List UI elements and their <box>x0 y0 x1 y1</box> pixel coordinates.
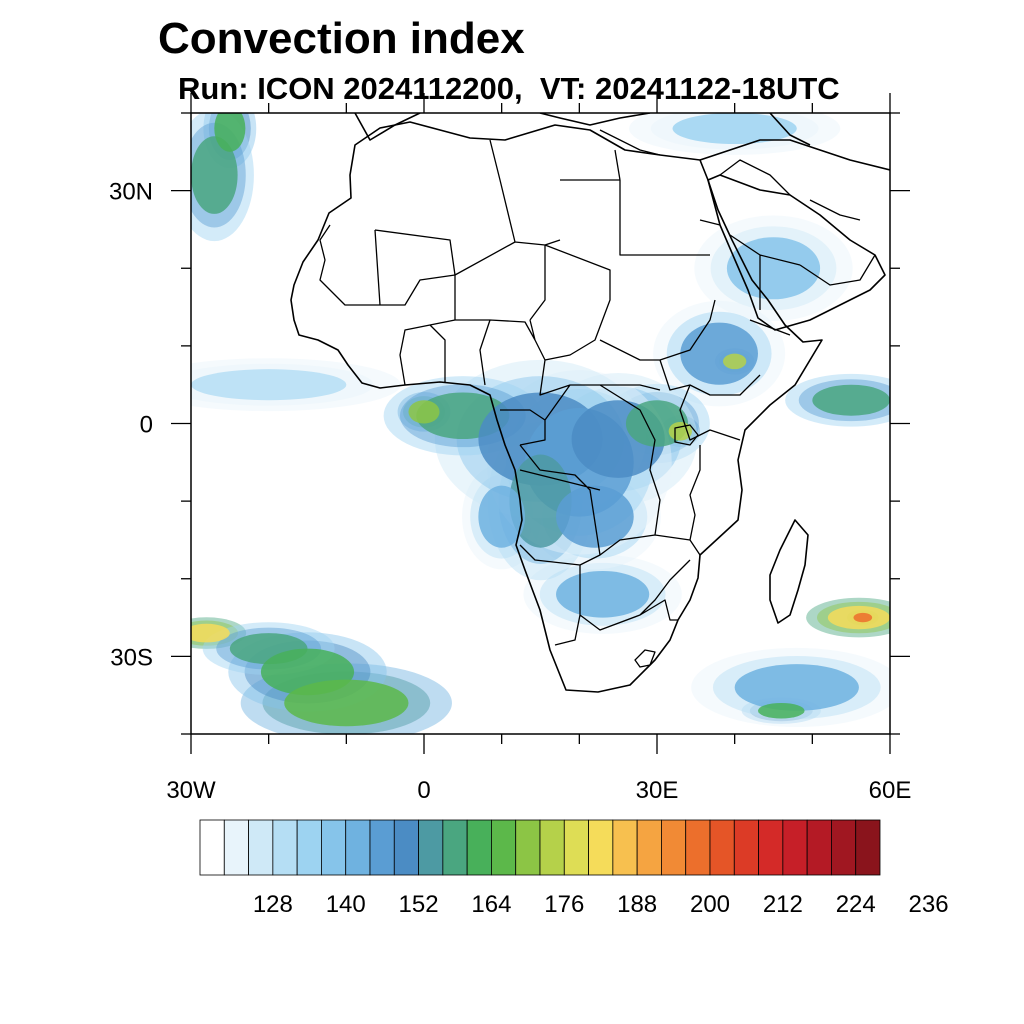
colorbar-swatch <box>393 819 419 876</box>
lesotho-border <box>634 649 656 668</box>
lon-tick-label: 30E <box>636 777 679 804</box>
convection-cell <box>214 113 246 152</box>
colorbar-swatch <box>491 819 517 876</box>
colorbar-label: 200 <box>690 891 730 918</box>
convection-cell <box>723 353 747 370</box>
map-title: Convection index <box>158 14 525 63</box>
colorbar-swatch <box>831 819 857 876</box>
colorbar-swatch <box>612 819 638 876</box>
map-subtitle: Run: ICON 2024112200, VT: 20241122-18UTC <box>178 71 840 106</box>
convection-cell <box>191 136 238 214</box>
convection-cell <box>556 485 634 548</box>
colorbar-swatch <box>272 819 298 876</box>
convection-cell <box>812 384 890 416</box>
lon-tick-label: 0 <box>417 777 430 804</box>
colorbar-swatch <box>418 819 444 876</box>
colorbar-swatch <box>855 819 881 876</box>
convection-cell <box>757 702 805 719</box>
convection-cell <box>478 485 525 548</box>
colorbar-swatch <box>709 819 735 876</box>
colorbar-swatch <box>466 819 492 876</box>
convection-cell <box>284 679 409 727</box>
colorbar-swatch <box>442 819 468 876</box>
colorbar-label: 224 <box>836 891 876 918</box>
colorbar-swatch <box>199 819 225 876</box>
convection-cell <box>726 237 821 300</box>
colorbar-swatch <box>321 819 347 876</box>
colorbar-swatch <box>369 819 395 876</box>
colorbar-swatch <box>345 819 371 876</box>
colorbar-swatch <box>563 819 589 876</box>
convection-cell <box>680 322 758 385</box>
convection-field <box>191 113 890 734</box>
colorbar-swatch <box>661 819 687 876</box>
lon-tick-label: 60E <box>869 777 912 804</box>
colorbar-label: 212 <box>763 891 803 918</box>
colorbar-swatch <box>806 819 832 876</box>
coastlines-and-borders <box>290 113 890 693</box>
lat-tick-label: 30N <box>109 179 153 206</box>
colorbar-swatch <box>588 819 614 876</box>
madagascar-outline <box>769 519 809 624</box>
axis-ticks: 30N 0 30S 30W 0 30E 60E <box>109 93 911 804</box>
lon-tick-label: 30W <box>166 777 216 804</box>
lat-tick-label: 0 <box>140 412 153 439</box>
colorbar-label: 236 <box>909 891 949 918</box>
colorbar-swatch <box>758 819 784 876</box>
convection-cell <box>556 570 650 618</box>
colorbar-swatch <box>782 819 808 876</box>
convection-cell <box>191 369 347 401</box>
convection-cell <box>408 400 440 424</box>
convection-cell <box>509 454 572 548</box>
colorbar-swatch <box>223 819 249 876</box>
caspian-region <box>769 113 811 146</box>
convection-cell <box>734 664 859 711</box>
europe-coastline-2 <box>539 113 651 126</box>
colorbar-label: 152 <box>399 891 439 918</box>
colorbar-swatch <box>733 819 759 876</box>
colorbar-swatch <box>515 819 541 876</box>
colorbar-label: 140 <box>326 891 366 918</box>
levant-coast <box>699 139 890 171</box>
arabia-outline <box>707 174 886 331</box>
colorbar-swatch <box>539 819 565 876</box>
country-borders <box>319 129 876 646</box>
colorbar-label: 128 <box>253 891 293 918</box>
europe-coastline <box>354 113 421 141</box>
colorbar-swatch <box>636 819 662 876</box>
colorbar-swatch <box>248 819 274 876</box>
colorbar-swatch <box>685 819 711 876</box>
colorbar-label: 164 <box>471 891 511 918</box>
lat-tick-label: 30S <box>110 644 153 671</box>
colorbar-label: 176 <box>544 891 584 918</box>
convection-cell <box>191 623 230 643</box>
convection-cell <box>672 113 797 145</box>
convection-cell <box>853 612 873 623</box>
lake-victoria <box>674 424 699 446</box>
colorbar: 128 140 152 164 176 188 200 212 224 236 <box>199 819 949 918</box>
colorbar-swatch <box>296 819 322 876</box>
colorbar-label: 188 <box>617 891 657 918</box>
